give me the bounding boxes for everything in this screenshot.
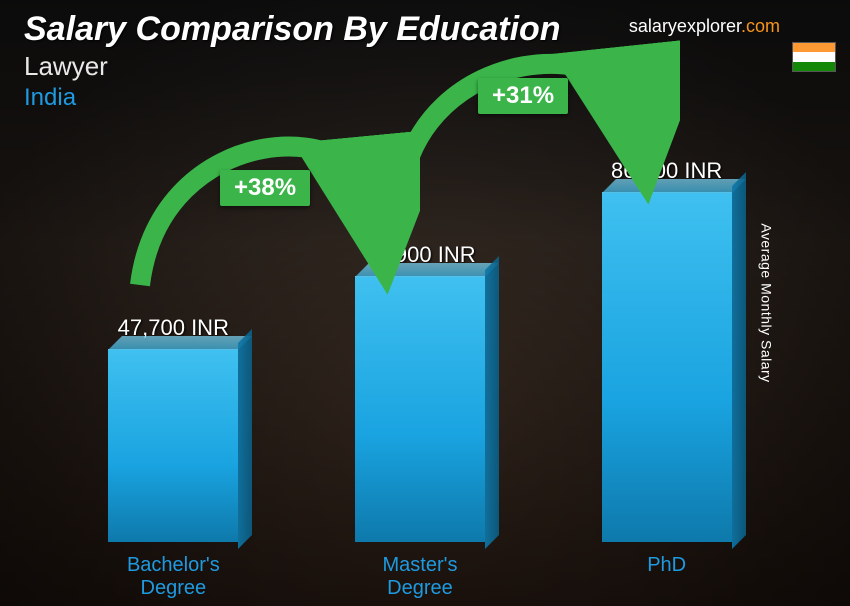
- flag-stripe-top: [793, 43, 835, 52]
- x-axis-labels: Bachelor'sDegree Master'sDegree PhD: [50, 554, 790, 600]
- bar-slot: 47,700 INR: [93, 315, 253, 542]
- flag-stripe-mid: [793, 52, 835, 61]
- bar: [108, 349, 238, 542]
- brand-suffix: .com: [741, 16, 780, 36]
- bar-chart: 47,700 INR 65,900 INR 86,600 INR: [50, 142, 790, 542]
- brand-main: salaryexplorer: [629, 16, 741, 36]
- pct-badge-1: +38%: [220, 170, 310, 206]
- x-axis-label: Master'sDegree: [340, 554, 500, 600]
- bar-slot: 65,900 INR: [340, 242, 500, 542]
- bar: [602, 192, 732, 542]
- brand-label: salaryexplorer.com: [629, 16, 780, 37]
- chart-title: Salary Comparison By Education: [24, 10, 561, 49]
- pct-badge-2: +31%: [478, 78, 568, 114]
- country-flag-icon: [792, 42, 836, 72]
- flag-stripe-bot: [793, 62, 835, 71]
- x-axis-label: PhD: [587, 554, 747, 600]
- bar-slot: 86,600 INR: [587, 158, 747, 542]
- x-axis-label: Bachelor'sDegree: [93, 554, 253, 600]
- bar: [355, 276, 485, 542]
